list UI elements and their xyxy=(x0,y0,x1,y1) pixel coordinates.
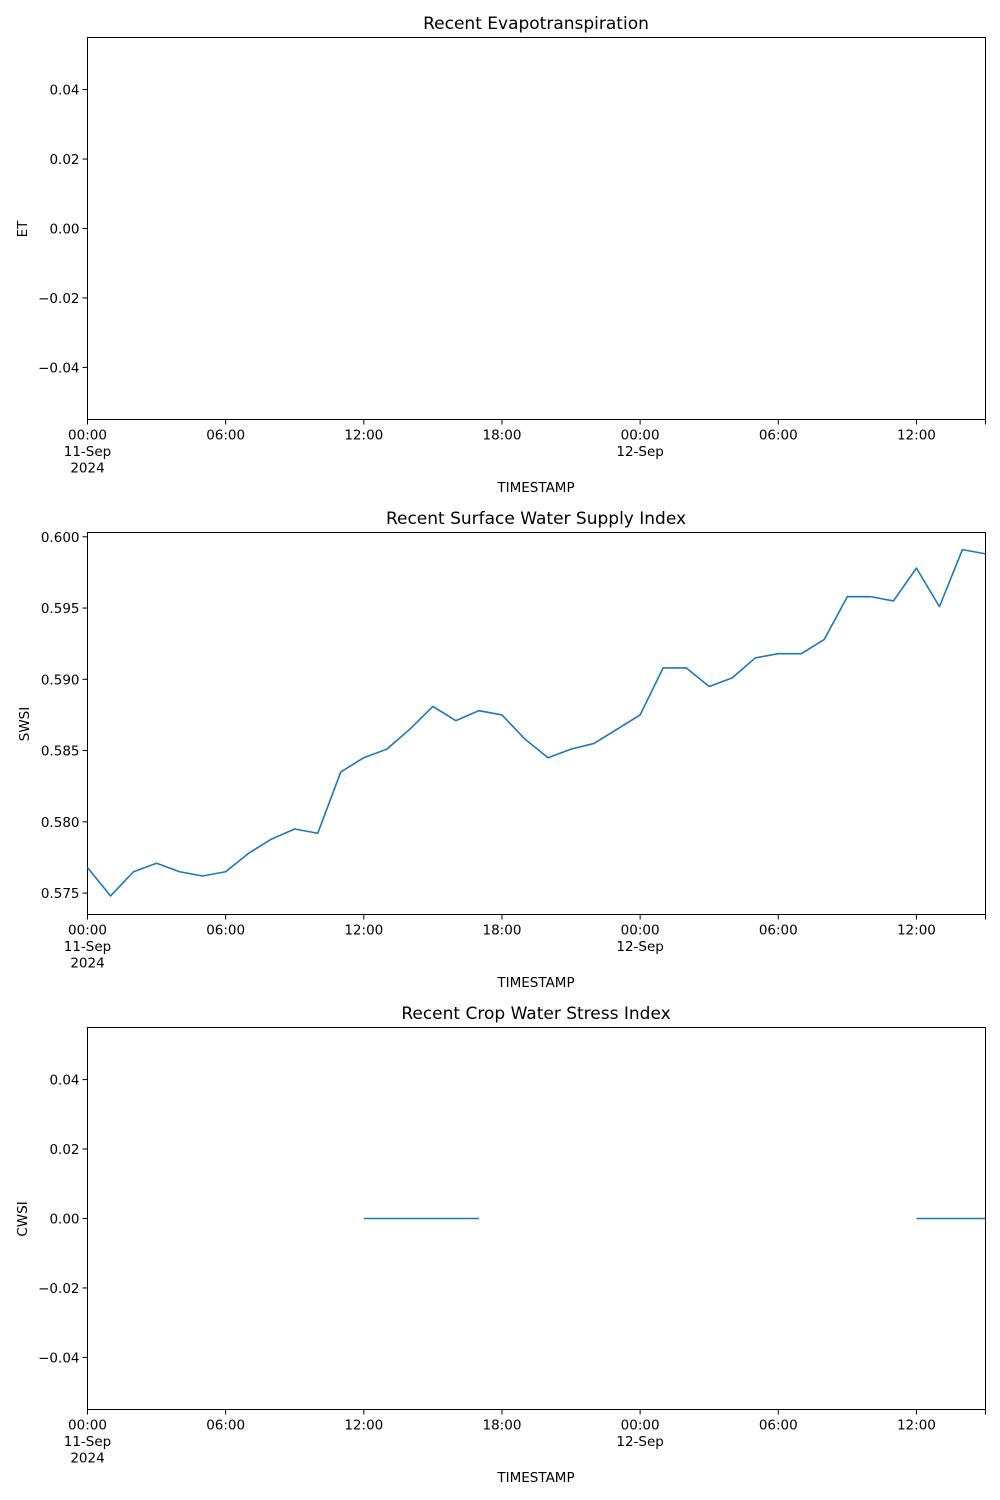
chart-et: Recent Evapotranspiration TIMESTAMP ET −… xyxy=(15,14,986,496)
x-tick-label: 00:00 11-Sep 2024 xyxy=(64,923,112,972)
y-tick-label: 0.04 xyxy=(49,83,79,99)
y-tick-label: 0.04 xyxy=(49,1073,79,1089)
x-tick-label: 12:00 xyxy=(897,428,936,444)
y-axis-label: ET xyxy=(15,220,31,238)
x-tick-label: 00:00 12-Sep xyxy=(616,923,664,956)
chart-swsi: Recent Surface Water Supply Index TIMEST… xyxy=(17,509,986,991)
x-tick-label: 06:00 xyxy=(206,923,245,939)
x-tick-label: 06:00 xyxy=(759,923,798,939)
y-tick-label: 0.590 xyxy=(41,672,80,688)
y-tick-label: −0.02 xyxy=(38,291,79,307)
series-line-swsi xyxy=(86,548,986,897)
x-tick-label: 06:00 xyxy=(206,428,245,444)
x-tick-label: 00:00 12-Sep xyxy=(616,428,664,461)
y-tick-label: 0.580 xyxy=(41,815,80,831)
x-axis-label: TIMESTAMP xyxy=(496,975,574,991)
y-tick-label: 0.595 xyxy=(41,601,80,617)
x-tick-label: 18:00 xyxy=(483,428,522,444)
y-tick-label: 0.585 xyxy=(41,744,80,760)
x-tick-label: 00:00 11-Sep 2024 xyxy=(64,1418,112,1467)
y-tick-label: 0.00 xyxy=(49,222,79,238)
x-tick-label: 12:00 xyxy=(897,923,936,939)
y-tick-label: 0.600 xyxy=(41,530,80,546)
x-tick-label: 06:00 xyxy=(206,1418,245,1434)
x-axis-label: TIMESTAMP xyxy=(496,1470,574,1486)
y-tick-label: −0.04 xyxy=(38,1350,79,1366)
x-tick-label: 12:00 xyxy=(344,1418,383,1434)
x-axis-label: TIMESTAMP xyxy=(496,480,574,496)
y-axis-label: SWSI xyxy=(17,707,33,741)
plot-frame xyxy=(87,532,986,915)
x-tick-label: 18:00 xyxy=(483,1418,522,1434)
x-tick-label: 12:00 xyxy=(344,923,383,939)
y-tick-label: −0.02 xyxy=(38,1281,79,1297)
y-tick-label: −0.04 xyxy=(38,360,79,376)
chart-title: Recent Crop Water Stress Index xyxy=(401,1004,670,1024)
chart-cwsi: Recent Crop Water Stress Index TIMESTAMP… xyxy=(15,1004,986,1486)
x-tick-label: 00:00 11-Sep 2024 xyxy=(64,428,112,477)
y-tick-label: 0.00 xyxy=(49,1212,79,1228)
y-tick-label: 0.02 xyxy=(49,1142,79,1158)
chart-title: Recent Evapotranspiration xyxy=(423,14,649,34)
x-tick-label: 18:00 xyxy=(483,923,522,939)
x-tick-label: 00:00 12-Sep xyxy=(616,1418,664,1451)
y-tick-label: 0.575 xyxy=(41,886,80,902)
x-tick-label: 06:00 xyxy=(759,428,798,444)
y-tick-label: 0.02 xyxy=(49,152,79,168)
x-tick-label: 12:00 xyxy=(897,1418,936,1434)
y-axis-label: CWSI xyxy=(15,1201,31,1236)
x-tick-label: 12:00 xyxy=(344,428,383,444)
chart-title: Recent Surface Water Supply Index xyxy=(386,509,686,529)
x-tick-label: 06:00 xyxy=(759,1418,798,1434)
